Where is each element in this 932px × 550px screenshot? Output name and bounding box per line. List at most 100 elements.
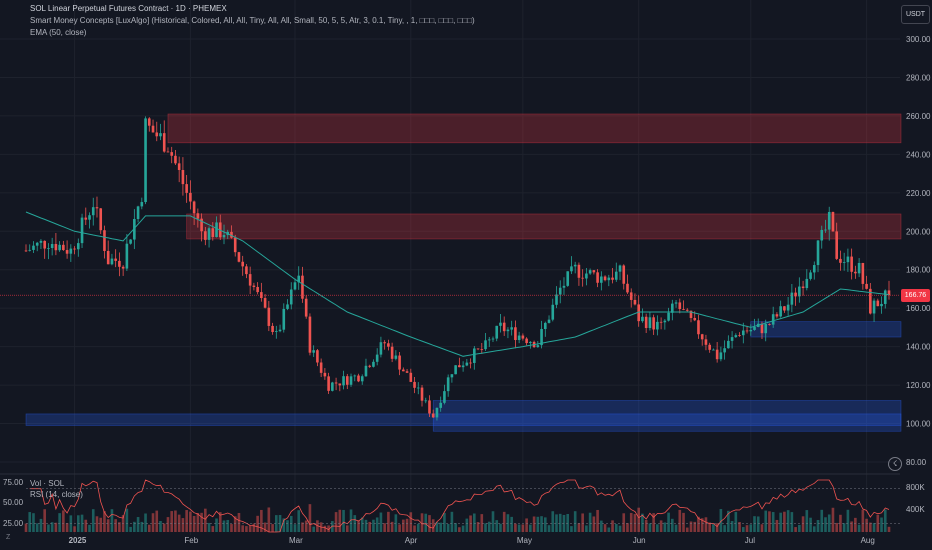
volume-bar — [103, 511, 106, 532]
candle-body — [267, 307, 271, 326]
currency-button[interactable]: USDT — [901, 5, 930, 24]
volume-bar — [521, 524, 525, 532]
lightning-icon[interactable]: ☇ — [888, 457, 902, 471]
indicator-vol-label[interactable]: Vol · SOL — [30, 479, 65, 488]
candle-body — [58, 244, 61, 251]
candle-body — [839, 258, 842, 263]
candle-body — [869, 288, 872, 314]
timezone-button[interactable]: Z — [6, 534, 11, 541]
candle-body — [805, 278, 809, 289]
chart-title[interactable]: SOL Linear Perpetual Futures Contract · … — [30, 4, 227, 13]
candle-body — [629, 292, 633, 300]
candle-body — [256, 286, 259, 293]
volume-bar — [215, 518, 218, 532]
volume-bar — [693, 521, 697, 532]
candle-body — [65, 250, 69, 254]
volume-bar — [816, 520, 820, 532]
price-axis[interactable]: 300.00 280.00 260.00 240.00 220.00 200.00 180.… — [906, 35, 931, 467]
volume-bar — [809, 517, 812, 532]
volume-bar — [600, 520, 603, 532]
volume-bar — [667, 512, 670, 532]
rsi-line — [29, 479, 890, 533]
candle-body — [424, 400, 428, 402]
volume-bar — [768, 511, 771, 532]
candle-body — [753, 327, 756, 330]
volume-bar — [125, 508, 129, 532]
volume-bar — [839, 514, 842, 532]
indicator-rsi-label[interactable]: RSI (14, close) — [30, 490, 83, 499]
candle-body — [431, 413, 435, 418]
volume-bar — [189, 511, 192, 532]
volume-bar — [73, 526, 76, 532]
candle-body — [734, 335, 738, 338]
time-axis-label: Apr — [405, 536, 418, 545]
volume-bar — [50, 522, 54, 532]
volume-bar — [450, 511, 454, 532]
volume-bar — [626, 523, 629, 532]
volume-bar — [775, 519, 779, 532]
volume-bar — [555, 514, 558, 532]
candle-body — [659, 321, 663, 323]
volume-bar — [674, 524, 678, 532]
candle-body — [506, 329, 510, 332]
candle-body — [573, 264, 577, 267]
indicator-ema-label[interactable]: EMA (50, close) — [30, 28, 87, 37]
candle-body — [387, 343, 390, 347]
candle-body — [786, 304, 790, 311]
volume-bar — [312, 526, 315, 532]
candle-body — [499, 322, 502, 326]
candle-body — [204, 231, 207, 240]
volume-bar — [174, 510, 177, 532]
candle-body — [308, 316, 312, 353]
candle-body — [103, 230, 106, 251]
volume-bar — [293, 524, 297, 532]
volume-bar — [812, 526, 816, 532]
volume-bar — [375, 517, 379, 532]
volume-bar — [196, 512, 200, 532]
volume-bar — [783, 511, 786, 532]
candle-body — [689, 310, 693, 319]
volume-bar — [390, 521, 394, 532]
volume-bar — [581, 513, 584, 532]
candle-body — [883, 290, 887, 304]
candle-body — [274, 331, 278, 332]
candle-body — [719, 352, 723, 360]
volume-bar — [487, 521, 491, 532]
volume-bar — [271, 524, 274, 532]
volume-bar — [618, 525, 622, 532]
volume-bar — [540, 516, 543, 532]
candle-body — [420, 387, 424, 401]
volume-bar — [588, 512, 592, 532]
volume-bar — [558, 513, 562, 532]
volume-bar — [54, 522, 58, 532]
indicator-smc-label[interactable]: Smart Money Concepts [LuxAlgo] (Historic… — [30, 16, 475, 25]
candle-body — [697, 320, 700, 335]
volume-bar — [95, 516, 99, 532]
volume-bar — [331, 521, 334, 532]
volume-bar — [715, 523, 719, 532]
volume-bar — [659, 520, 663, 532]
supply-zone — [167, 113, 902, 144]
rsi-axis-label: 25.00 — [3, 519, 24, 528]
volume-bar — [118, 522, 121, 532]
volume-bar — [222, 520, 226, 532]
candle-body — [465, 362, 469, 366]
volume-bar — [570, 526, 573, 532]
volume-bar — [439, 522, 442, 532]
time-axis-label: May — [517, 536, 532, 545]
candle-body — [353, 375, 357, 377]
volume-bar — [230, 524, 233, 532]
volume-bar — [753, 516, 756, 532]
candle-body — [121, 266, 125, 269]
price-axis-label: 80.00 — [906, 458, 927, 467]
candle-body — [798, 286, 801, 297]
volume-bar — [192, 515, 196, 532]
volume-bar — [39, 518, 43, 532]
volume-bar — [69, 515, 73, 532]
candle-body — [271, 325, 274, 332]
volume-bar — [338, 509, 342, 532]
smc-zones — [25, 113, 902, 432]
time-axis[interactable]: 2025 Feb Mar Apr May Jun Jul Aug — [69, 536, 875, 545]
candle-body — [667, 312, 670, 321]
